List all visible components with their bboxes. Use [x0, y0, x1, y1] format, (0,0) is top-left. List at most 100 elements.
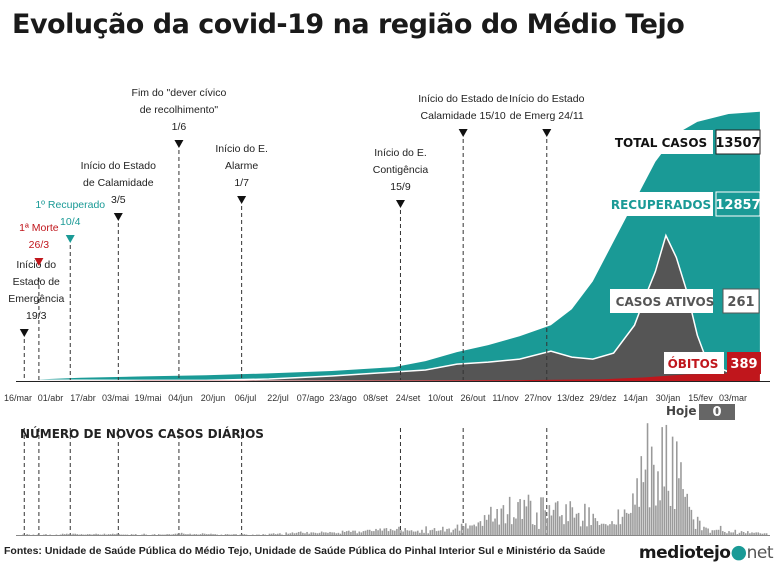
event-annotations: Início do Estado de Emergência 19/3 1ª Morte…	[8, 87, 585, 535]
daily-bar	[510, 524, 513, 535]
event-label: 1/6	[172, 121, 187, 133]
obitos-value-box	[727, 352, 761, 374]
daily-bar	[462, 526, 465, 535]
x-tick-label: 29/dez	[589, 393, 617, 403]
daily-bar	[696, 516, 699, 535]
daily-bar	[377, 530, 379, 535]
x-tick-label: 30/jan	[656, 393, 681, 403]
event-label: de Calamidade	[83, 177, 154, 189]
logo-name: mediotejo	[638, 543, 731, 563]
today-value: 0	[712, 405, 721, 420]
daily-bar	[289, 533, 292, 535]
event-marker	[113, 213, 123, 221]
casos-ativos-label-box	[610, 289, 713, 313]
daily-bar	[692, 519, 695, 535]
daily-bar	[394, 530, 396, 535]
event-marker	[458, 129, 468, 137]
today-label: Hoje	[666, 404, 697, 418]
event-label: 1º Recuperado	[35, 199, 105, 211]
daily-bar	[337, 532, 340, 535]
daily-bar	[295, 532, 298, 535]
event-label: Início do Estado	[509, 93, 584, 105]
casos-ativos-value: 261	[727, 295, 754, 310]
daily-bar	[559, 516, 561, 535]
daily-bar	[329, 531, 331, 535]
daily-bar	[738, 532, 741, 535]
daily-bar	[533, 525, 536, 535]
daily-bar	[615, 524, 617, 535]
daily-bar	[143, 533, 145, 535]
daily-bar	[655, 505, 657, 535]
daily-bar	[515, 518, 517, 535]
daily-bar	[642, 482, 645, 535]
daily-bar	[335, 533, 338, 535]
casos-ativos-value-box	[722, 288, 760, 314]
daily-bar	[602, 523, 605, 535]
daily-bar	[713, 530, 716, 535]
x-tick-label: 10/out	[428, 393, 454, 403]
daily-bar	[690, 509, 693, 535]
daily-bar	[325, 532, 327, 535]
daily-bar	[412, 531, 415, 535]
daily-bar	[364, 530, 367, 535]
total-casos-label: TOTAL CASOS	[615, 136, 707, 150]
daily-bar	[724, 531, 726, 535]
daily-bar	[759, 533, 762, 535]
event-label: 19/3	[26, 310, 47, 322]
daily-bar	[513, 517, 515, 535]
daily-bar	[180, 532, 183, 535]
daily-bar	[241, 534, 244, 535]
x-tick-label: 22/jul	[267, 393, 289, 403]
daily-bar	[114, 534, 116, 535]
daily-bar	[134, 534, 137, 535]
daily-bar	[531, 524, 534, 535]
daily-bar	[492, 521, 494, 535]
obitos-label-box	[664, 352, 724, 374]
daily-bar	[414, 531, 417, 535]
daily-bar	[348, 530, 350, 535]
x-tick-label: 07/ago	[297, 393, 325, 403]
event-label: Emergência	[8, 293, 64, 305]
daily-bar	[297, 531, 300, 535]
daily-bar	[749, 533, 751, 535]
daily-bar	[327, 532, 329, 535]
daily-bar	[567, 521, 569, 535]
event-marker	[542, 129, 552, 137]
daily-bar	[742, 531, 745, 535]
daily-bar	[371, 531, 373, 535]
daily-bar	[272, 533, 275, 535]
daily-bar	[721, 531, 724, 535]
daily-bar	[178, 533, 181, 535]
daily-bar	[661, 427, 663, 535]
daily-bar	[416, 530, 419, 535]
daily-bar	[235, 534, 237, 535]
daily-bar	[490, 506, 492, 535]
daily-bar	[757, 532, 760, 535]
x-tick-label: 27/nov	[524, 393, 552, 403]
daily-bar	[193, 534, 196, 535]
daily-bar	[61, 533, 64, 535]
x-tick-label: 17/abr	[70, 393, 96, 403]
daily-bar	[373, 531, 375, 535]
daily-bar	[383, 528, 386, 535]
daily-bar	[343, 531, 346, 535]
daily-bar	[494, 518, 496, 535]
daily-bar	[481, 525, 484, 535]
daily-bar	[375, 528, 377, 535]
daily-bar	[680, 462, 682, 535]
daily-bar	[565, 504, 567, 535]
daily-bar	[381, 530, 384, 535]
daily-bar	[421, 529, 423, 535]
daily-bar	[387, 531, 390, 535]
daily-bar	[669, 505, 672, 535]
event-label: de recolhimento"	[140, 104, 219, 116]
daily-bar	[358, 531, 361, 535]
daily-bar	[500, 508, 503, 535]
daily-bar	[653, 464, 655, 535]
daily-bar	[157, 534, 160, 535]
daily-bar	[176, 533, 179, 535]
daily-bar	[368, 529, 371, 535]
totals-legend: TOTAL CASOS 13507 RECUPERADOS 12857 CASO…	[610, 129, 761, 374]
recuperados-value: 12857	[715, 198, 760, 213]
daily-bar	[183, 533, 185, 535]
